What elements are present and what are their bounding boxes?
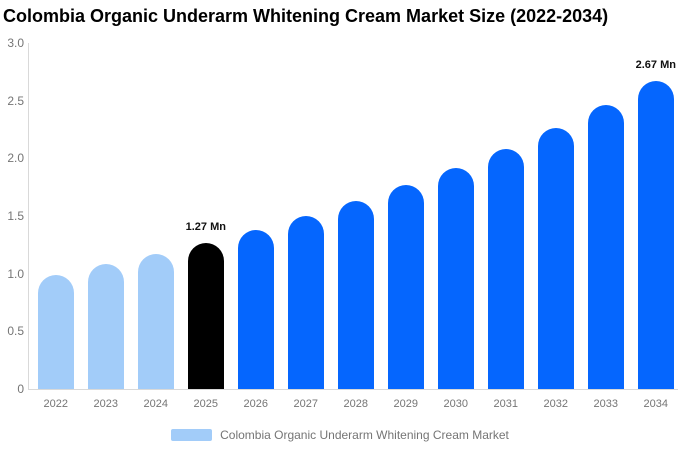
x-axis-label-2033: 2033	[593, 398, 619, 410]
legend-label: Colombia Organic Underarm Whitening Crea…	[220, 428, 509, 442]
y-axis-label: 0.5	[7, 324, 24, 339]
x-axis-label-2026: 2026	[243, 398, 269, 410]
bar-2024[interactable]	[137, 254, 174, 389]
y-axis-line	[28, 43, 29, 389]
x-axis-label-2025: 2025	[193, 398, 219, 410]
x-axis-label-2031: 2031	[493, 398, 519, 410]
x-axis-label-2022: 2022	[43, 398, 69, 410]
x-axis-label-2028: 2028	[343, 398, 369, 410]
legend-item[interactable]: Colombia Organic Underarm Whitening Crea…	[0, 426, 680, 444]
x-axis-label-2030: 2030	[443, 398, 469, 410]
y-axis-label: 3.0	[7, 36, 24, 50]
chart-title: Colombia Organic Underarm Whitening Crea…	[3, 6, 609, 26]
bar-2032[interactable]	[537, 128, 574, 389]
x-axis-label-2023: 2023	[93, 398, 119, 410]
bar-2031[interactable]	[487, 149, 524, 389]
bar-2034[interactable]	[637, 81, 674, 389]
bar-2026[interactable]	[237, 229, 274, 389]
bar-2029[interactable]	[387, 184, 424, 389]
y-axis-label: 2.5	[7, 93, 24, 108]
bar-2027[interactable]	[287, 216, 324, 389]
bar-2023[interactable]	[87, 264, 124, 389]
x-axis-label-2034: 2034	[643, 398, 669, 410]
bar-2033[interactable]	[587, 105, 624, 389]
x-axis-line	[28, 389, 678, 390]
y-axis-label: 0	[17, 382, 24, 396]
data-label-2025: 1.27 Mn	[185, 220, 226, 233]
bar-2025[interactable]	[187, 242, 224, 389]
y-axis-label: 1.5	[7, 209, 24, 223]
y-axis-label: 1.0	[7, 266, 24, 281]
bar-2028[interactable]	[337, 201, 374, 389]
bar-2022[interactable]	[37, 274, 74, 389]
x-axis-label-2029: 2029	[393, 398, 419, 410]
x-axis-label-2024: 2024	[143, 398, 169, 410]
y-axis-label: 2.0	[7, 151, 24, 166]
x-axis-label-2032: 2032	[543, 398, 569, 410]
x-axis-label-2027: 2027	[293, 398, 319, 410]
legend-swatch-icon	[171, 429, 213, 441]
data-label-2034: 2.67 Mn	[635, 59, 676, 72]
bar-2030[interactable]	[437, 167, 474, 389]
